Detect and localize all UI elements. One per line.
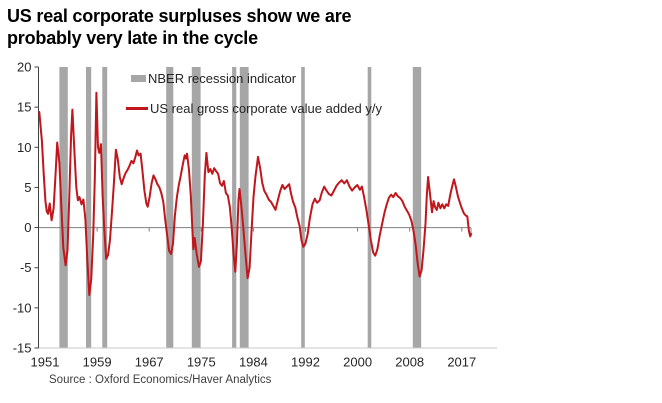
recession-band (412, 67, 422, 348)
x-tick-label: 1984 (239, 355, 268, 370)
recession-band (86, 67, 92, 348)
y-tick-label: 0 (24, 220, 31, 235)
recession-band (301, 67, 305, 348)
x-tick-label: 2017 (447, 355, 476, 370)
recession-band (102, 67, 108, 348)
recession-band (232, 67, 237, 348)
source-note: Source : Oxford Economics/Haver Analytic… (49, 374, 272, 386)
recession-band (166, 67, 174, 348)
page-title: US real corporate surpluses show we are … (7, 5, 467, 49)
y-tick-label: 15 (17, 100, 31, 115)
x-tick-label: 2000 (343, 355, 372, 370)
recession-band (191, 67, 201, 348)
y-tick-label: -10 (13, 300, 32, 315)
recession-band (59, 67, 68, 348)
x-tick-label: 1992 (291, 355, 320, 370)
legend-item-series: US real gross corporate value added y/y (126, 100, 382, 116)
recession-band (239, 67, 249, 348)
title-line-2: probably very late in the cycle (7, 28, 258, 48)
x-tick-label: 1975 (187, 355, 216, 370)
x-tick-label: 2008 (395, 355, 424, 370)
series-line-swatch-icon (126, 106, 148, 110)
x-tick-label: 1967 (135, 355, 164, 370)
recession-band (367, 67, 372, 348)
recession-band-swatch-icon (131, 74, 146, 82)
legend: NBER recession indicator US real gross c… (126, 70, 382, 131)
value-added-series-line (38, 91, 473, 296)
x-tick-label: 1959 (83, 355, 112, 370)
y-tick-label: -15 (13, 341, 32, 356)
title-line-1: US real corporate surpluses show we are (7, 6, 352, 26)
y-tick-label: 20 (17, 60, 31, 75)
y-tick-label: 10 (17, 140, 31, 155)
y-tick-label: 5 (24, 180, 31, 195)
y-tick-label: -5 (20, 260, 32, 275)
legend-label-recession: NBER recession indicator (148, 70, 297, 86)
x-tick-label: 1951 (31, 355, 60, 370)
legend-label-series: US real gross corporate value added y/y (150, 100, 382, 116)
legend-item-recession: NBER recession indicator (131, 70, 382, 86)
